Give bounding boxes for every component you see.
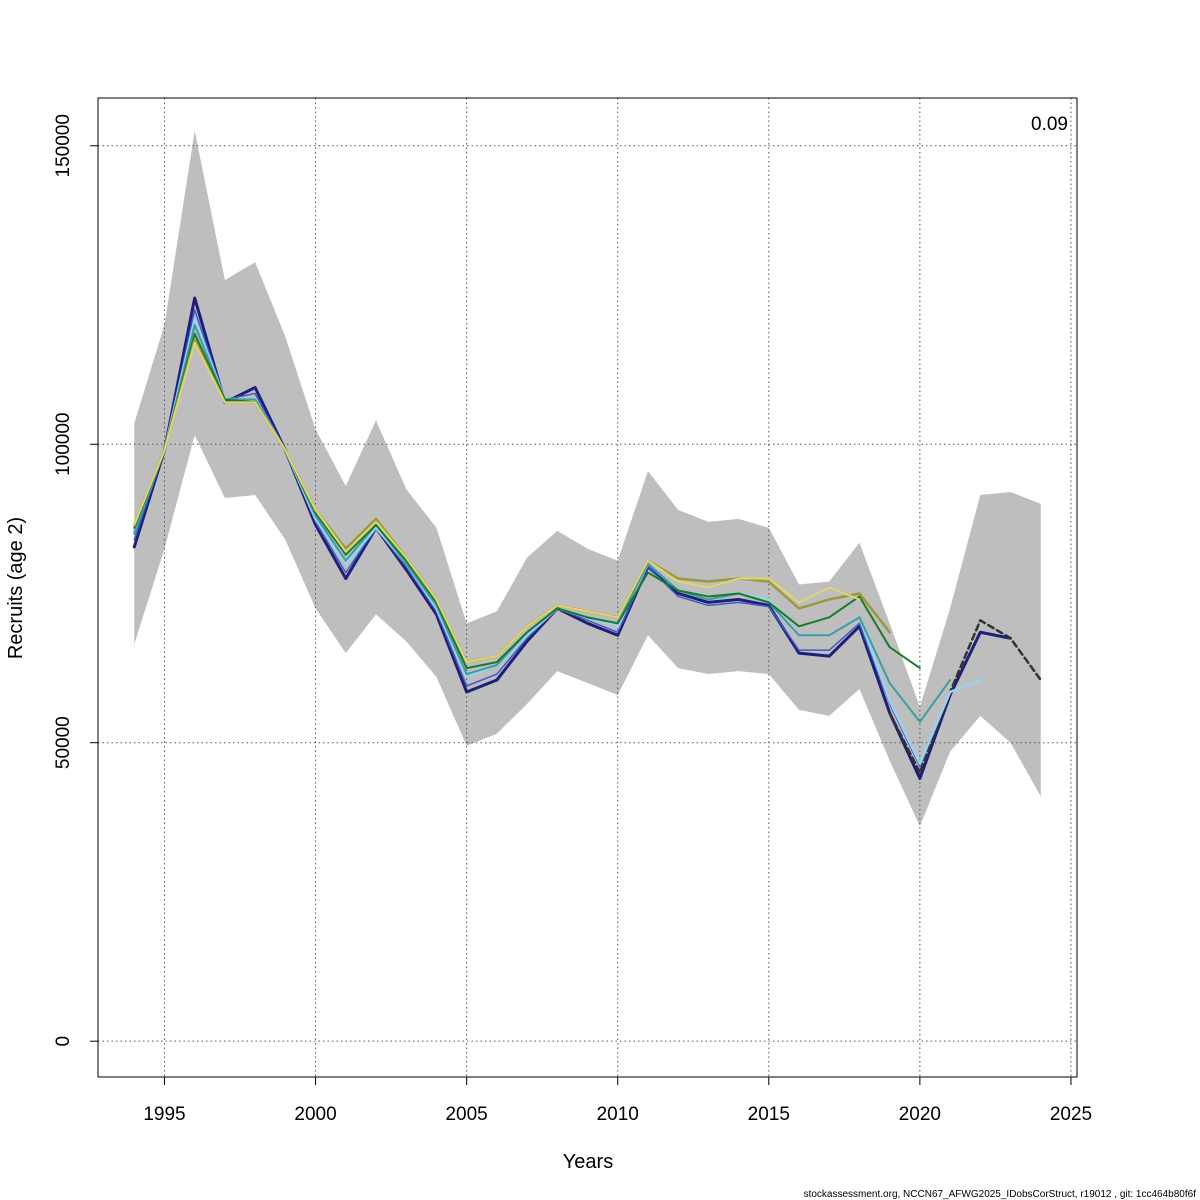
x-tick-label: 2020 [899,1104,941,1125]
x-axis-title: Years [563,1151,613,1173]
x-tick-label: 2025 [1050,1104,1092,1125]
x-tick-label: 2015 [748,1104,790,1125]
confidence-band [134,130,1041,827]
x-tick-label: 2005 [445,1104,487,1125]
footer-source-label: stockassessment.org, NCCN67_AFWG2025_IDo… [804,1189,1197,1200]
y-tick-label: 100000 [53,413,74,476]
y-tick-label: 150000 [53,114,74,177]
series-line-8 [133,341,861,664]
corner-value-label: 0.09 [1031,114,1068,135]
confidence-band-layer [134,130,1041,827]
x-tick-label: 2010 [597,1104,639,1125]
y-axis: 0 50000 100000 150000 [53,114,98,1046]
y-tick-label: 50000 [53,716,74,769]
x-tick-label: 2000 [294,1104,336,1125]
plot-frame [97,97,1078,1078]
series-line-2 [888,619,1042,774]
grid-layer [98,98,1077,1077]
y-axis-title: Recruits (age 2) [5,517,27,659]
x-tick-label: 1995 [143,1104,185,1125]
x-axis: 1995 2000 2005 2010 2015 2020 2025 [143,1077,1092,1125]
y-tick-label: 0 [53,1036,74,1047]
series-layer [132,296,1042,781]
